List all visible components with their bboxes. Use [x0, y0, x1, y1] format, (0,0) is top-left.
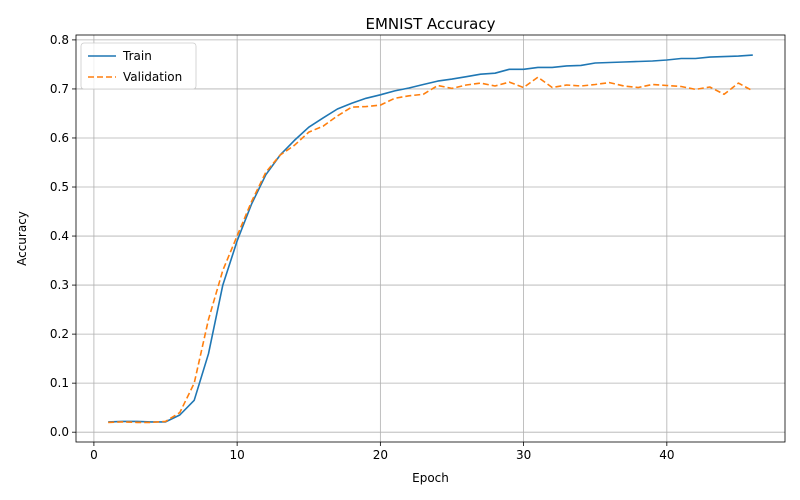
series-line-validation [108, 76, 754, 424]
legend-label-train: Train [122, 49, 152, 63]
legend: Train Validation [80, 42, 197, 90]
x-tick-label: 10 [229, 448, 244, 462]
y-axis-ticks: 0.0 0.1 0.2 0.3 0.4 0.5 0.6 0.7 0.8 [50, 33, 76, 439]
y-tick-label: 0.4 [50, 229, 69, 243]
y-tick-label: 0.3 [50, 278, 69, 292]
x-tick-label: 40 [659, 448, 674, 462]
y-axis-label: Accuracy [15, 211, 29, 266]
y-tick-label: 0.6 [50, 131, 69, 145]
chart-title: EMNIST Accuracy [366, 15, 496, 33]
y-tick-label: 0.5 [50, 180, 69, 194]
y-tick-label: 0.7 [50, 82, 69, 96]
grid [76, 35, 785, 442]
y-tick-label: 0.0 [50, 425, 69, 439]
series-layer [108, 54, 754, 424]
x-tick-label: 30 [516, 448, 531, 462]
plot-frame [75, 34, 786, 443]
legend-label-validation: Validation [123, 70, 182, 84]
series-line-train [108, 54, 753, 423]
y-tick-label: 0.1 [50, 376, 69, 390]
x-axis-label: Epoch [412, 471, 449, 485]
x-axis-ticks: 0 10 20 30 40 [90, 442, 674, 462]
x-tick-label: 0 [90, 448, 98, 462]
y-tick-label: 0.8 [50, 33, 69, 47]
y-tick-label: 0.2 [50, 327, 69, 341]
x-tick-label: 20 [373, 448, 388, 462]
